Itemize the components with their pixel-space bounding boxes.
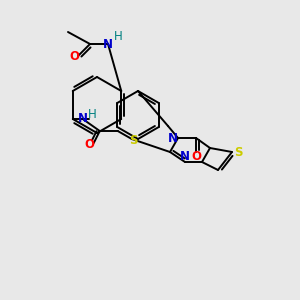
Text: N: N bbox=[168, 131, 178, 145]
Text: N: N bbox=[180, 151, 190, 164]
Text: H: H bbox=[114, 31, 122, 44]
Text: H: H bbox=[87, 109, 96, 122]
Text: N: N bbox=[78, 112, 88, 125]
Text: O: O bbox=[191, 151, 201, 164]
Text: O: O bbox=[69, 50, 79, 62]
Text: S: S bbox=[234, 146, 242, 158]
Text: S: S bbox=[130, 134, 138, 148]
Text: O: O bbox=[85, 139, 95, 152]
Text: N: N bbox=[103, 38, 113, 50]
